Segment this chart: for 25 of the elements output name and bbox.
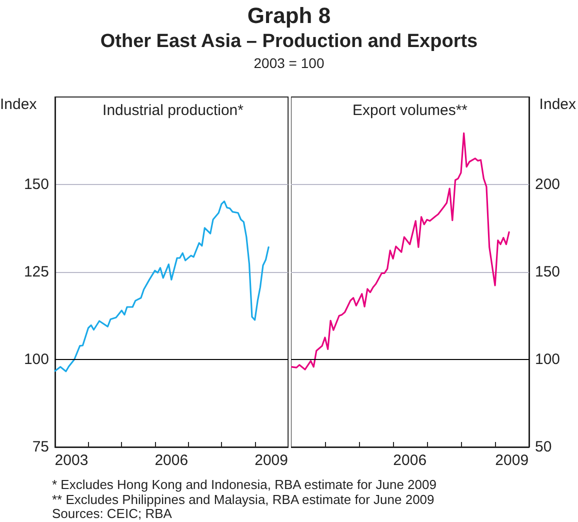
chart-title: Graph 8 xyxy=(246,2,332,30)
y-tick-label: 100 xyxy=(24,351,49,368)
line-series xyxy=(54,200,270,372)
x-tick-label: 2009 xyxy=(495,452,529,469)
x-tick-label: 2006 xyxy=(393,452,427,469)
text: 2003 = 100 xyxy=(252,54,326,72)
y-tick-label: 150 xyxy=(535,264,560,280)
line-series xyxy=(291,132,510,370)
y-axis-title: Index xyxy=(539,96,576,113)
y-tick-label: 200 xyxy=(535,176,560,193)
x-tick-label: 2006 xyxy=(154,452,188,469)
y-axis-title: Index xyxy=(0,96,38,113)
x-tick-label: 2009 xyxy=(254,452,288,469)
y-tick-label: 150 xyxy=(24,176,49,193)
y-tick-label: 100 xyxy=(535,351,560,368)
text: ** Excludes Philippines and Malaysia, RBA estimate for June 2009 xyxy=(52,492,436,507)
text: * Excludes Hong Kong and Indonesia, RBA estimate for June 2009 xyxy=(52,477,436,492)
y-tick-label: 75 xyxy=(32,438,49,456)
source-note: Sources: CEIC; RBA xyxy=(52,506,172,522)
x-tick-label: 2003 xyxy=(54,452,88,469)
text: Industrial production* xyxy=(102,102,244,119)
chart-subtitle: Other East Asia – Production and Exports xyxy=(99,30,479,54)
y-tick-label: 50 xyxy=(535,438,552,456)
y-tick-label: 125 xyxy=(24,264,49,280)
series-label: Export volumes** xyxy=(352,102,468,119)
